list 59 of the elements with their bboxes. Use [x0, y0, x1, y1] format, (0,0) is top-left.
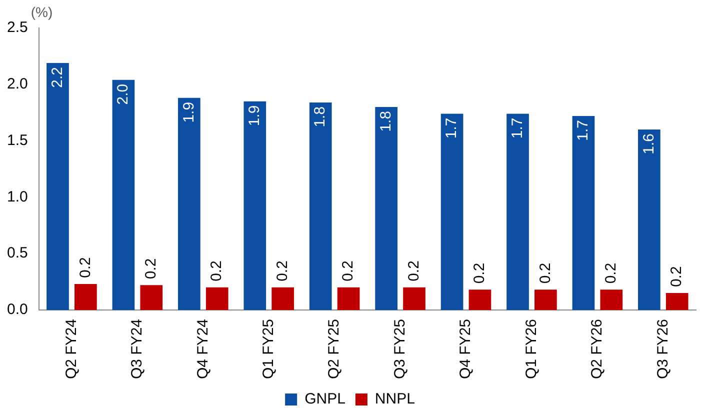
data-label: 1.7 [443, 118, 460, 139]
data-label: 0.2 [274, 260, 291, 282]
y-tick-label: 0.5 [6, 244, 28, 262]
x-tick-label: Q1 FY25 [260, 318, 277, 379]
x-tick-label: Q3 FY25 [391, 318, 408, 379]
bar [74, 284, 97, 310]
x-tick-label: Q4 FY25 [457, 318, 474, 379]
x-tick-label: Q2 FY25 [326, 318, 343, 379]
bar [178, 98, 200, 310]
data-label: 1.7 [574, 120, 592, 141]
data-label: 0.2 [602, 262, 620, 284]
data-label: 1.9 [246, 105, 264, 126]
bar [206, 287, 228, 310]
data-label: 2.0 [114, 84, 132, 105]
bar [244, 101, 266, 310]
data-label: 0.2 [668, 266, 686, 288]
bar [46, 62, 69, 310]
data-label: 0.2 [142, 258, 160, 280]
data-label: 0.2 [340, 260, 357, 282]
bar [337, 287, 360, 310]
y-axis-title: (%) [30, 4, 53, 20]
x-tick-label: Q3 FY26 [654, 318, 672, 379]
legend-label: NNPL [374, 390, 415, 408]
data-label: 2.2 [48, 66, 66, 88]
bar [112, 80, 135, 310]
data-label: 0.2 [208, 260, 226, 282]
data-label: 0.2 [405, 260, 422, 282]
bar [506, 114, 529, 310]
data-label: 0.2 [536, 262, 554, 284]
bar [140, 285, 163, 310]
bar [600, 290, 623, 310]
bar [440, 114, 464, 310]
data-label: 0.2 [76, 257, 94, 278]
x-tick-label: Q3 FY24 [128, 318, 146, 379]
y-tick-label: 2.0 [6, 76, 28, 93]
x-tick-label: Q2 FY26 [588, 318, 606, 379]
bar [534, 290, 557, 310]
legend-label: GNPL [304, 390, 346, 408]
bar [309, 102, 332, 310]
bar [272, 287, 294, 310]
data-label: 1.8 [377, 110, 394, 132]
y-tick-label: 2.5 [6, 19, 28, 36]
data-label: 1.9 [180, 102, 198, 123]
x-tick-label: Q4 FY24 [194, 318, 212, 379]
bar [375, 106, 398, 310]
bar [403, 287, 426, 310]
y-tick-label: 1.5 [6, 132, 28, 149]
bar [638, 130, 660, 310]
y-tick-label: 0.0 [6, 301, 28, 318]
bar [572, 116, 595, 310]
data-label: 1.8 [312, 106, 329, 128]
y-tick-label: 1.0 [6, 188, 28, 206]
bar [666, 293, 688, 310]
x-tick-label: Q2 FY24 [62, 318, 80, 379]
data-label: 1.7 [508, 118, 526, 139]
data-label: 0.2 [471, 262, 488, 284]
x-tick-label: Q1 FY26 [522, 318, 540, 379]
data-label: 1.6 [640, 134, 658, 154]
bar [468, 290, 492, 310]
